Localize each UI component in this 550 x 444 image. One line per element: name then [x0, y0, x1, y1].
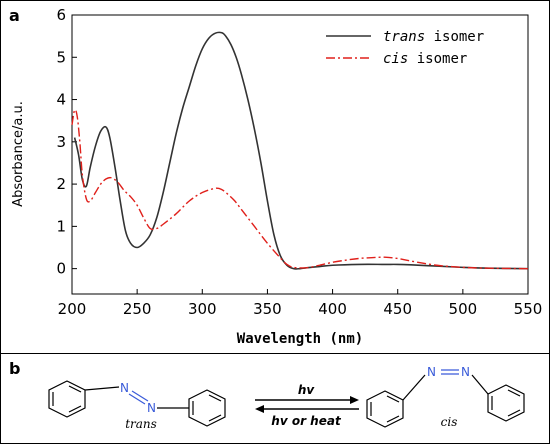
- trans-left-ring-double-bond: [68, 405, 82, 413]
- legend: trans isomer cis isomer: [326, 29, 484, 67]
- x-tick-label: 450: [383, 300, 412, 318]
- x-tick-label: 300: [188, 300, 217, 318]
- y-tick-label: 6: [56, 6, 66, 24]
- trans-azobenzene: [48, 380, 226, 427]
- y-tick-label: 5: [56, 48, 66, 66]
- cis-right-ring-double-bond: [507, 389, 521, 397]
- forward-arrow-head: [350, 396, 359, 404]
- y-axis-ticks: 0 1 2 3 4 5 6: [56, 6, 77, 278]
- cis-bond-right: [471, 374, 489, 395]
- cis-bond-left: [402, 374, 426, 401]
- legend-label-cis: cis isomer: [383, 51, 467, 67]
- trans-left-ring-double-bond: [68, 385, 82, 393]
- x-tick-label: 350: [253, 300, 282, 318]
- trans-n1: N: [120, 381, 129, 395]
- x-tick-label: 400: [318, 300, 347, 318]
- cis-left-ring-double-bond: [386, 395, 400, 403]
- reverse-arrow-head: [255, 405, 264, 413]
- cis-left-ring: [366, 390, 404, 428]
- cis-left-ring-double-bond: [386, 415, 400, 423]
- cis-n2: N: [461, 365, 470, 379]
- y-tick-label: 4: [56, 91, 66, 109]
- x-axis-ticks: 200 250 300 350 400 450 500 550: [58, 289, 543, 318]
- cis-label: cis: [441, 415, 458, 429]
- absorbance-chart: a 200 250 300 350 400 450 500 550 0 1 2 3 4 5 6 Wavel…: [9, 6, 543, 347]
- y-tick-label: 2: [56, 175, 66, 193]
- trans-right-ring: [188, 389, 226, 427]
- panel-divider: [1, 353, 549, 354]
- equilibrium-arrows: [255, 396, 359, 413]
- trans-right-ring-double-bond: [208, 394, 222, 402]
- cis-n1: N: [427, 365, 436, 379]
- series-line-cis: [71, 109, 529, 270]
- x-tick-label: 500: [449, 300, 478, 318]
- panel-b-label: b: [9, 359, 20, 378]
- legend-label-cis-suffix: isomer: [408, 51, 467, 67]
- x-tick-label: 250: [123, 300, 152, 318]
- series-line-trans: [73, 31, 529, 270]
- panel-a-label: a: [9, 6, 20, 25]
- legend-label-trans-prefix: trans: [383, 29, 425, 45]
- cis-right-ring: [487, 384, 525, 422]
- x-tick-label: 200: [58, 300, 87, 318]
- isomerization-scheme: b N N trans hv hv or heat: [9, 359, 525, 431]
- legend-label-cis-prefix: cis: [383, 51, 408, 67]
- y-axis-title: Absorbance/a.u.: [11, 101, 26, 207]
- trans-right-ring-double-bond: [208, 414, 222, 422]
- x-axis-title: Wavelength (nm): [237, 331, 363, 347]
- legend-label-trans-suffix: isomer: [425, 29, 484, 45]
- cis-azobenzene: [366, 369, 525, 428]
- y-tick-label: 1: [56, 217, 66, 235]
- legend-label-trans: trans isomer: [383, 29, 484, 45]
- trans-n-n-bond: [128, 393, 146, 405]
- y-tick-label: 0: [56, 260, 66, 278]
- trans-n-n-bond-2: [131, 390, 149, 402]
- x-tick-label: 550: [514, 300, 543, 318]
- plot-frame: [71, 14, 529, 295]
- forward-label: hv: [298, 383, 316, 397]
- reverse-label: hv or heat: [271, 414, 342, 428]
- trans-label: trans: [125, 417, 157, 431]
- series-layer: [71, 31, 529, 270]
- trans-bond-left: [84, 386, 120, 391]
- y-tick-label: 3: [56, 133, 66, 151]
- trans-left-ring: [48, 380, 86, 418]
- trans-n2: N: [147, 401, 156, 415]
- cis-right-ring-double-bond: [507, 409, 521, 417]
